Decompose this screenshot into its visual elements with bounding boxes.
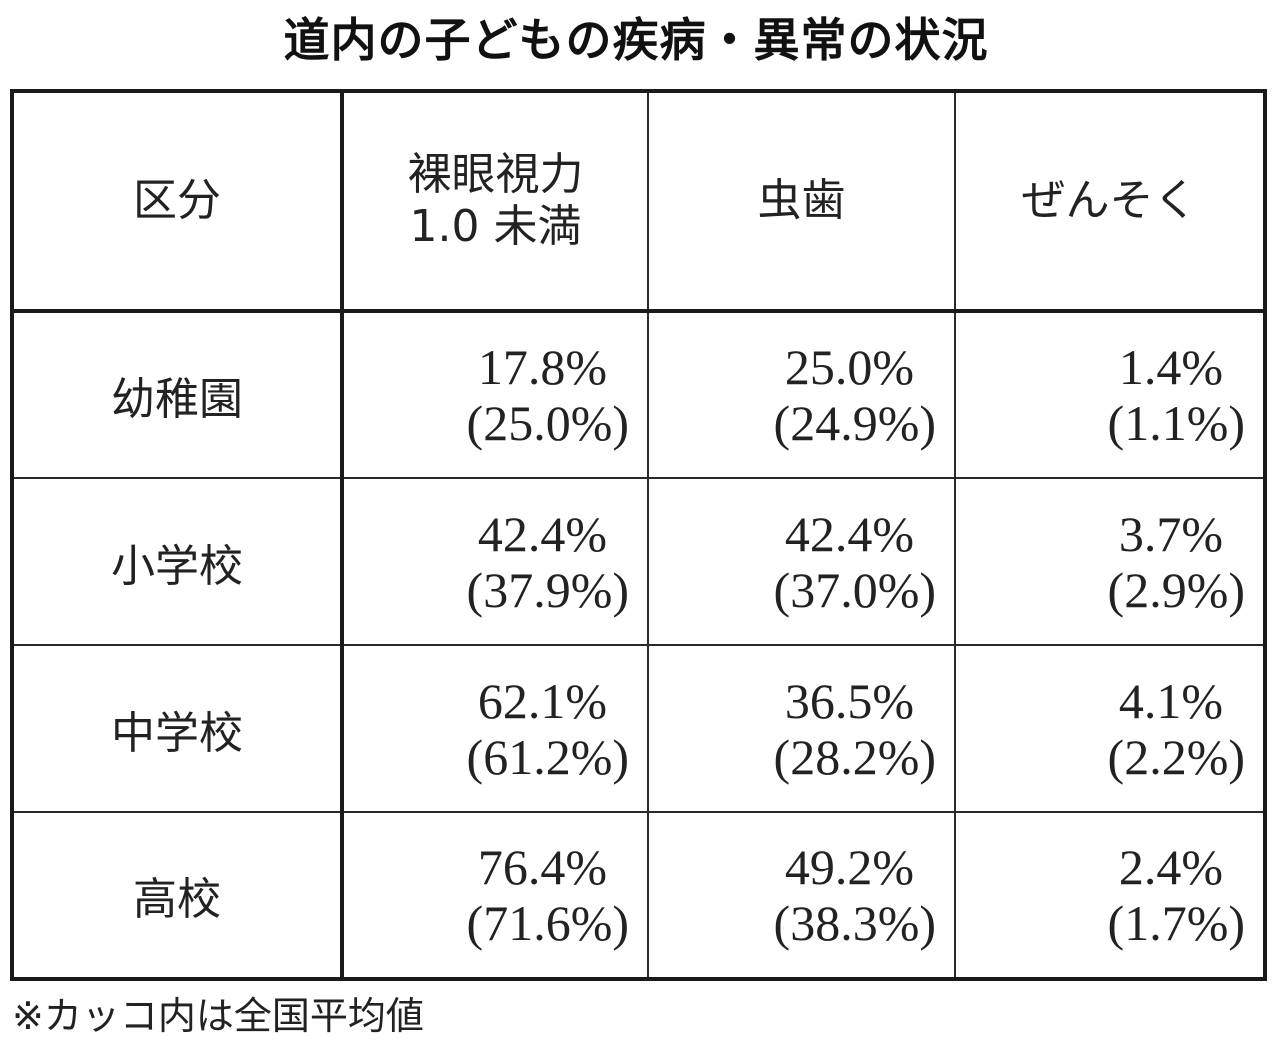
row-category: 中学校	[11, 644, 344, 813]
asthma-cell: 2.4% (1.7%)	[954, 811, 1266, 980]
row-category: 幼稚園	[11, 310, 344, 479]
table-row: 中学校 62.1% (61.2%) 36.5% (28.2%) 4.1% (2.…	[11, 644, 1266, 813]
table-row: 高校 76.4% (71.6%) 49.2% (38.3%) 2.4% (1.7…	[11, 811, 1266, 980]
vision-value: 76.4%	[477, 839, 607, 895]
vision-value: 17.8%	[477, 339, 607, 395]
cavities-value: 49.2%	[784, 839, 914, 895]
table-header-row: 区分 裸眼視力 1.0 未満 虫歯 ぜんそく	[11, 90, 1266, 313]
asthma-cell: 3.7% (2.9%)	[954, 477, 1266, 646]
header-category: 区分	[11, 90, 344, 313]
vision-national-value: (25.0%)	[466, 395, 629, 451]
vision-value: 62.1%	[477, 672, 607, 729]
asthma-national-value: (2.2%)	[1107, 728, 1245, 785]
header-vision-line2: 1.0 未満	[409, 201, 582, 252]
cavities-national-value: (24.9%)	[773, 395, 936, 451]
cavities-national-value: (28.2%)	[773, 728, 936, 785]
cavities-value: 36.5%	[784, 672, 914, 729]
table-row: 小学校 42.4% (37.9%) 42.4% (37.0%) 3.7% (2.…	[11, 477, 1266, 646]
cavities-cell: 42.4% (37.0%)	[647, 477, 956, 646]
asthma-national-value: (1.7%)	[1107, 895, 1245, 951]
asthma-national-value: (1.1%)	[1107, 395, 1245, 451]
cavities-value: 42.4%	[784, 505, 914, 562]
vision-cell: 42.4% (37.9%)	[341, 477, 649, 646]
table-row: 幼稚園 17.8% (25.0%) 25.0% (24.9%) 1.4% (1.…	[11, 310, 1266, 479]
header-vision-line1: 裸眼視力	[407, 149, 584, 200]
asthma-cell: 1.4% (1.1%)	[954, 310, 1266, 479]
vision-national-value: (61.2%)	[466, 728, 629, 785]
asthma-value: 4.1%	[1118, 672, 1223, 729]
vision-value: 42.4%	[477, 505, 607, 562]
header-asthma: ぜんそく	[954, 90, 1266, 313]
vision-cell: 17.8% (25.0%)	[341, 310, 649, 479]
health-status-table: 区分 裸眼視力 1.0 未満 虫歯 ぜんそく 幼稚園 17.8% (25.0%)…	[10, 89, 1267, 981]
cavities-cell: 49.2% (38.3%)	[647, 811, 956, 980]
row-category: 高校	[11, 811, 344, 980]
asthma-national-value: (2.9%)	[1107, 561, 1245, 618]
footnote: ※カッコ内は全国平均値	[12, 994, 424, 1038]
cavities-value: 25.0%	[784, 339, 914, 395]
header-vision: 裸眼視力 1.0 未満	[341, 90, 649, 313]
cavities-cell: 36.5% (28.2%)	[647, 644, 956, 813]
row-category: 小学校	[11, 477, 344, 646]
vision-cell: 62.1% (61.2%)	[341, 644, 649, 813]
asthma-value: 1.4%	[1118, 339, 1223, 395]
vision-national-value: (71.6%)	[466, 895, 629, 951]
asthma-cell: 4.1% (2.2%)	[954, 644, 1266, 813]
vision-cell: 76.4% (71.6%)	[341, 811, 649, 980]
asthma-value: 2.4%	[1118, 839, 1223, 895]
asthma-value: 3.7%	[1118, 505, 1223, 562]
cavities-national-value: (37.0%)	[773, 561, 936, 618]
cavities-cell: 25.0% (24.9%)	[647, 310, 956, 479]
cavities-national-value: (38.3%)	[773, 895, 936, 951]
page-title: 道内の子どもの疾病・異常の状況	[283, 13, 989, 67]
header-cavities: 虫歯	[647, 90, 956, 313]
vision-national-value: (37.9%)	[466, 561, 629, 618]
